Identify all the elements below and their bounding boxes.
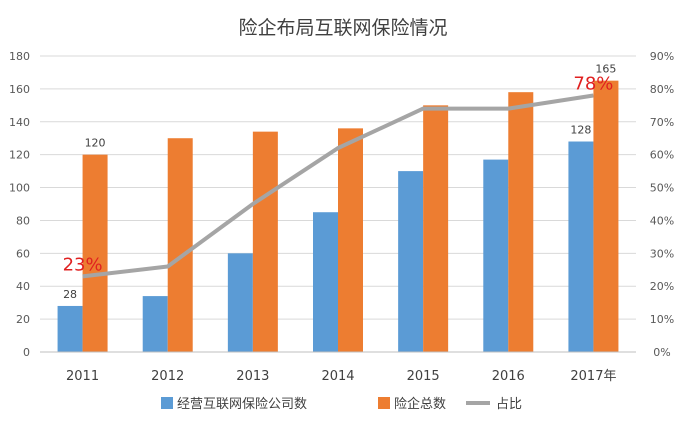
- x-tick-label: 2011: [66, 369, 99, 384]
- bar-online-insurers: [313, 212, 338, 352]
- y-left-tick-label: 180: [9, 50, 30, 63]
- y-right-tick-label: 70%: [650, 116, 674, 129]
- x-tick-label: 2015: [407, 369, 440, 384]
- data-label: 78%: [573, 73, 613, 94]
- y-right-tick-label: 0%: [653, 346, 670, 359]
- y-right-tick-label: 20%: [650, 280, 674, 293]
- y-left-tick-label: 120: [9, 149, 30, 162]
- legend-swatch: [161, 397, 173, 409]
- data-label: 128: [570, 124, 591, 137]
- x-tick-label: 2012: [151, 369, 184, 384]
- y-right-tick-label: 50%: [650, 182, 674, 195]
- y-left-tick-label: 60: [16, 247, 30, 260]
- x-tick-label: 2013: [236, 369, 269, 384]
- bar-online-insurers: [483, 159, 509, 352]
- y-left-tick-label: 140: [9, 116, 30, 129]
- data-label: 28: [63, 288, 77, 301]
- y-left-tick-label: 160: [9, 83, 30, 96]
- y-left-tick-label: 40: [16, 280, 30, 293]
- y-left-tick-label: 20: [16, 313, 30, 326]
- bar-online-insurers: [398, 171, 424, 352]
- bar-total-insurers: [423, 105, 449, 352]
- bars: [57, 80, 619, 353]
- line-series: [82, 93, 594, 279]
- legend: 经营互联网保险公司数 险企总数 占比: [161, 396, 522, 412]
- line-ratio: [82, 93, 594, 279]
- bar-online-insurers: [57, 305, 83, 352]
- data-labels: 28 120 128 165 23% 78%: [63, 63, 617, 301]
- bar-total-insurers: [593, 80, 619, 353]
- bar-total-insurers: [338, 128, 363, 352]
- y-left-tick-label: 0: [23, 346, 30, 359]
- bar-total-insurers: [252, 131, 278, 352]
- bar-online-insurers: [142, 296, 168, 352]
- data-label: 120: [85, 137, 106, 150]
- y-right-tick-label: 60%: [650, 149, 674, 162]
- data-label: 23%: [63, 254, 103, 275]
- x-tick-label: 2016: [492, 369, 525, 384]
- y-right-tick-label: 10%: [650, 313, 674, 326]
- legend-label: 险企总数: [394, 396, 446, 412]
- bar-total-insurers: [82, 154, 108, 352]
- x-tick-label: 2017年: [570, 369, 616, 384]
- bar-total-insurers: [167, 138, 193, 352]
- chart-title: 险企布局互联网保险情况: [238, 17, 447, 39]
- bar-online-insurers: [227, 253, 253, 352]
- y-right-tick-label: 90%: [650, 50, 674, 63]
- legend-label: 占比: [496, 397, 522, 412]
- legend-swatch: [378, 397, 390, 409]
- legend-label: 经营互联网保险公司数: [177, 397, 307, 412]
- bar-online-insurers: [568, 141, 594, 352]
- data-label: 165: [595, 63, 616, 76]
- x-tick-label: 2014: [321, 369, 354, 384]
- y-right-tick-label: 30%: [650, 247, 674, 260]
- y-right-tick-label: 80%: [650, 83, 674, 96]
- y-left-tick-label: 100: [9, 182, 30, 195]
- y-right-tick-label: 40%: [650, 214, 674, 227]
- y-left-tick-label: 80: [16, 214, 30, 227]
- bar-total-insurers: [508, 92, 534, 352]
- axes: 0 20 40 60 80 100 120 140 160 180 0% 10% 20% 30% 40% 50…: [9, 50, 674, 384]
